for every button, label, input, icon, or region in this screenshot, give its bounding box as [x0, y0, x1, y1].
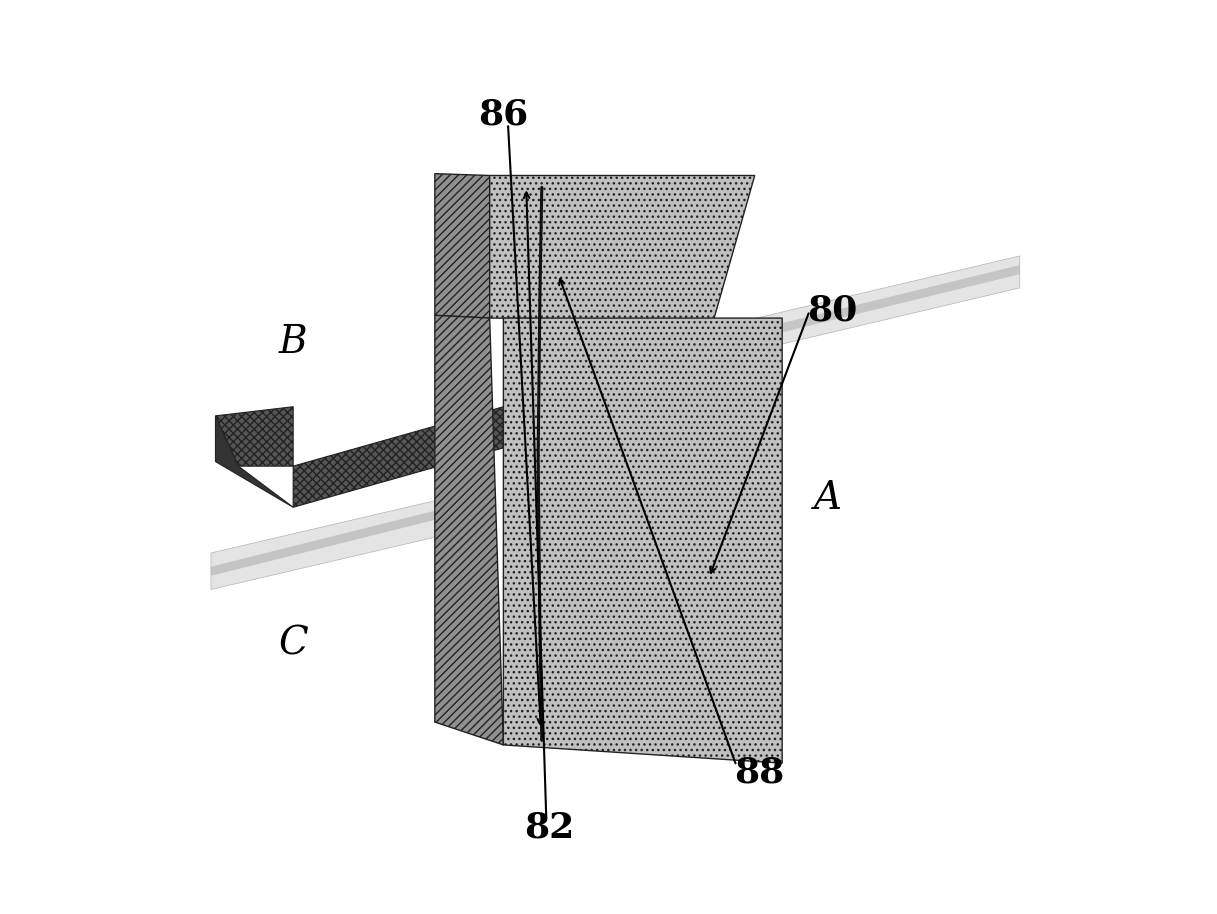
Polygon shape [215, 407, 293, 466]
Text: A: A [814, 480, 842, 516]
Text: C: C [279, 626, 308, 663]
Polygon shape [211, 489, 486, 590]
Text: 82: 82 [525, 810, 574, 845]
Polygon shape [504, 318, 783, 763]
Text: 88: 88 [734, 755, 785, 790]
Text: 86: 86 [478, 97, 528, 132]
Text: B: B [279, 324, 308, 361]
Polygon shape [691, 256, 1020, 366]
Polygon shape [293, 407, 504, 507]
Polygon shape [489, 175, 755, 320]
Text: 80: 80 [807, 293, 858, 328]
Polygon shape [211, 498, 486, 576]
Polygon shape [691, 265, 1020, 355]
Polygon shape [434, 315, 504, 745]
Polygon shape [434, 174, 489, 318]
Polygon shape [215, 416, 293, 507]
